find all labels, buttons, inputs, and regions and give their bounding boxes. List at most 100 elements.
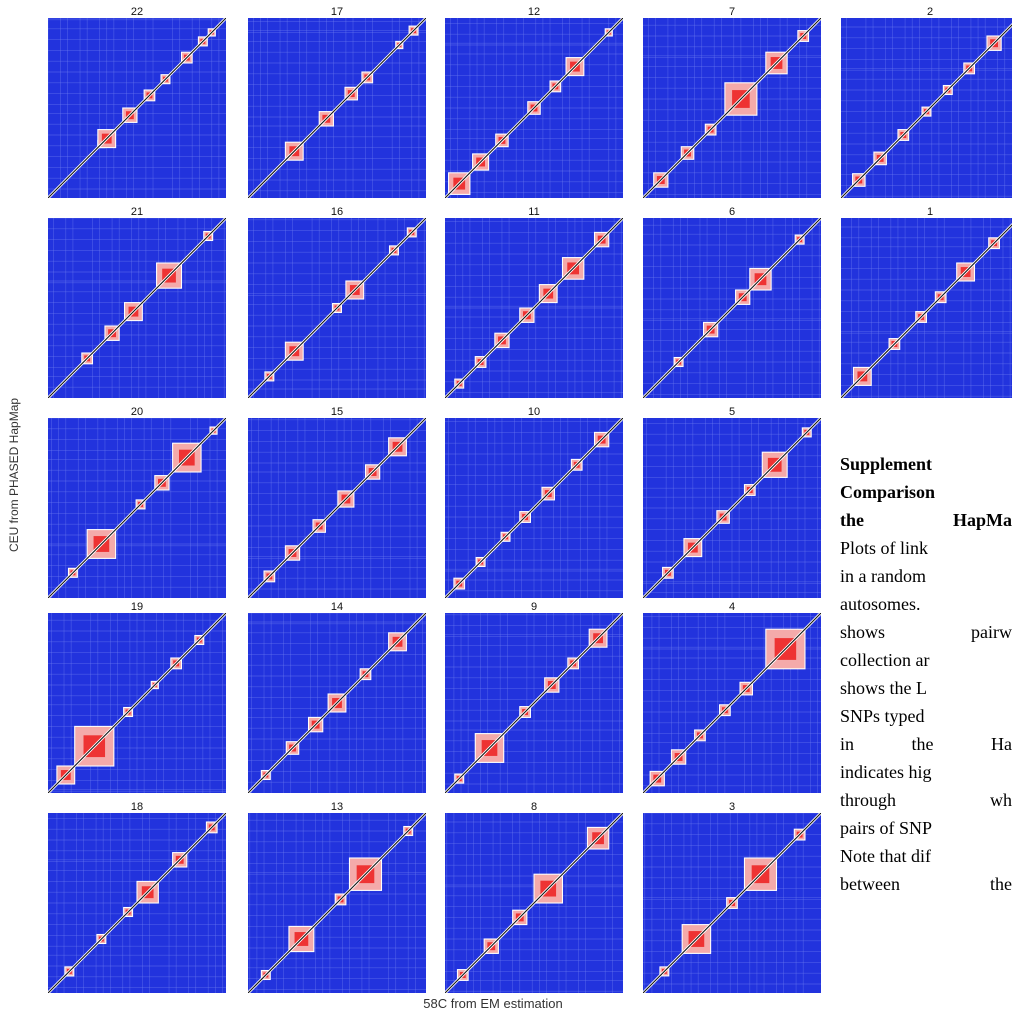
panel-chromosome-label: 22 <box>130 6 144 18</box>
panel-chromosome-label: 4 <box>728 601 736 613</box>
ld-panel: 2 <box>841 6 1012 198</box>
ld-heatmap <box>48 613 226 793</box>
caption-line: Supplement <box>840 454 933 474</box>
panel-chromosome-label: 14 <box>330 601 344 613</box>
diagonal-line <box>445 813 623 993</box>
ld-panel: 20 <box>48 406 226 598</box>
ld-heatmap <box>248 418 426 598</box>
ld-panel: 21 <box>48 206 226 398</box>
diagonal-line <box>643 418 821 598</box>
diagonal-line <box>841 224 1012 398</box>
ld-panel: 13 <box>248 801 426 993</box>
ld-panel: 18 <box>48 801 226 993</box>
ld-heatmap <box>248 18 426 198</box>
ld-panel: 16 <box>248 206 426 398</box>
ld-heatmap <box>643 813 821 993</box>
panel-chromosome-label: 5 <box>728 406 736 418</box>
diagonal-line <box>445 218 623 398</box>
panel-chromosome-label: 10 <box>527 406 541 418</box>
ld-heatmap <box>643 613 821 793</box>
caption-line: in the Ha <box>840 734 1012 754</box>
panel-chromosome-label: 2 <box>926 6 934 18</box>
ld-panel: 5 <box>643 406 821 598</box>
ld-heatmap <box>445 813 623 993</box>
ld-panel: 8 <box>445 801 623 993</box>
ld-heatmap <box>643 18 821 198</box>
diagonal-halo <box>841 223 1012 398</box>
y-axis-label: CEU from PHASED HapMap <box>7 397 21 553</box>
panel-chromosome-label: 12 <box>527 6 541 18</box>
ld-panel: 12 <box>445 6 623 198</box>
panel-chromosome-label: 11 <box>528 206 540 218</box>
ld-heatmap <box>445 418 623 598</box>
caption-line: Plots of link <box>840 538 929 558</box>
diagonal-line <box>643 218 821 398</box>
panel-chromosome-label: 15 <box>330 406 344 418</box>
ld-panel: 14 <box>248 601 426 793</box>
x-axis-label: 58C from EM estimation <box>423 996 563 1011</box>
diagonal-line <box>643 613 821 793</box>
diagonal-line <box>48 218 226 398</box>
diagonal-line <box>248 813 426 993</box>
caption-line: the HapMa <box>840 510 1012 530</box>
ld-panel: 17 <box>248 6 426 198</box>
diagonal-line <box>48 613 226 793</box>
panel-chromosome-label: 1 <box>926 206 934 218</box>
caption-line: between the <box>840 874 1012 894</box>
panel-chromosome-label: 16 <box>330 206 344 218</box>
ld-heatmap <box>248 813 426 993</box>
ld-panel: 15 <box>248 406 426 598</box>
ld-panel: 22 <box>48 6 226 198</box>
panel-chromosome-label: 18 <box>130 801 144 813</box>
ld-panel: 19 <box>48 601 226 793</box>
ld-heatmap <box>48 18 226 198</box>
ld-heatmap <box>445 613 623 793</box>
panel-chromosome-label: 20 <box>130 406 144 418</box>
diagonal-line <box>643 813 821 993</box>
caption-line: Comparison <box>840 482 936 502</box>
ld-heatmap <box>48 218 226 398</box>
panel-chromosome-label: 8 <box>530 801 538 813</box>
diagonal-line <box>643 18 821 198</box>
diagonal-line <box>48 18 226 198</box>
ld-panel: 11 <box>445 206 623 398</box>
ld-heatmap <box>48 813 226 993</box>
ld-heatmap <box>48 418 226 598</box>
caption-line: collection ar <box>840 650 930 670</box>
ld-heatmap <box>248 218 426 398</box>
ld-heatmap <box>841 18 1012 198</box>
diagonal-line <box>445 18 623 198</box>
ld-panel: 7 <box>643 6 821 198</box>
ld-panel: 3 <box>643 801 821 993</box>
panel-chromosome-label: 17 <box>330 6 344 18</box>
panel-chromosome-label: 9 <box>530 601 538 613</box>
diagonal-line <box>248 613 426 793</box>
caption-line: shows pairw <box>840 622 1012 642</box>
panel-chromosome-label: 6 <box>728 206 736 218</box>
ld-heatmap <box>445 218 623 398</box>
diagonal-line <box>445 418 623 598</box>
ld-panel: 10 <box>445 406 623 598</box>
diagonal-line <box>248 218 426 398</box>
diagonal-line <box>841 24 1012 198</box>
ld-heatmap <box>643 418 821 598</box>
caption-line: Note that dif <box>840 846 931 866</box>
panel-chromosome-label: 3 <box>728 801 736 813</box>
ld-panel: 4 <box>643 601 821 793</box>
caption-line: SNPs typed <box>840 706 925 726</box>
diagonal-line <box>248 18 426 198</box>
diagonal-line <box>48 418 226 598</box>
caption-line: indicates hig <box>840 762 932 782</box>
panel-chromosome-label: 13 <box>330 801 344 813</box>
diagonal-line <box>445 613 623 793</box>
diagonal-line <box>248 418 426 598</box>
ld-panel: 6 <box>643 206 821 398</box>
caption-line: through wh <box>840 790 1012 810</box>
figure-caption: Supplement Comparison the HapMa Plots of… <box>840 450 1012 898</box>
caption-line: shows the L <box>840 678 927 698</box>
ld-heatmap <box>643 218 821 398</box>
panel-chromosome-label: 21 <box>130 206 144 218</box>
ld-panel: 9 <box>445 601 623 793</box>
caption-line: pairs of SNP <box>840 818 933 838</box>
ld-heatmap <box>841 218 1012 398</box>
